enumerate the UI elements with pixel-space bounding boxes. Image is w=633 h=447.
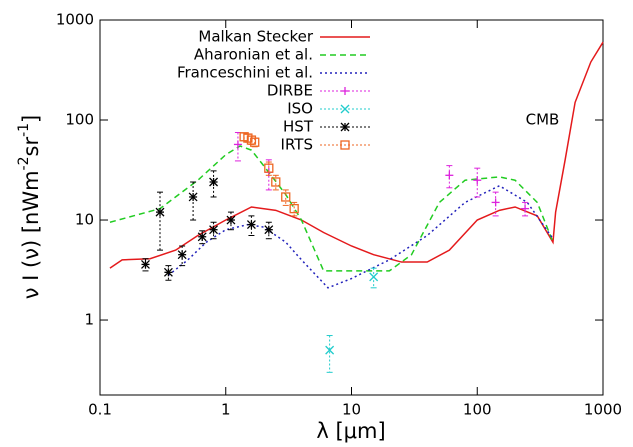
error-bar (156, 191, 163, 251)
data-point (155, 207, 165, 217)
error-bar (265, 161, 272, 176)
data-point (246, 220, 256, 230)
data-point (369, 272, 379, 282)
error-bar (474, 167, 481, 198)
y-axis-label-part: ] (19, 115, 43, 123)
legend-marker (340, 122, 350, 132)
marker-square (289, 203, 299, 214)
marker-stroke (141, 259, 150, 269)
error-bar (370, 267, 377, 289)
y-tick-label: 1000 (56, 11, 94, 29)
legend-label: Franceschini et al. (177, 64, 313, 82)
error-bar (272, 174, 279, 191)
marker-stroke (246, 220, 256, 230)
marker-stroke (197, 232, 207, 242)
y-tick-label: 10 (75, 211, 94, 229)
error-bar (446, 165, 453, 189)
marker-square (340, 140, 350, 150)
series-line (167, 184, 554, 289)
data-point (281, 192, 291, 202)
marker-stroke (209, 177, 219, 187)
marker-stroke (325, 345, 335, 355)
marker-stroke (188, 192, 198, 202)
y-axis-label: ν I (ν) [nWm-2sr-1] (16, 115, 43, 300)
series-line (109, 41, 604, 269)
legend-label: DIRBE (267, 82, 313, 100)
data-point (521, 204, 530, 213)
legend-marker (341, 87, 349, 95)
legend-label: HST (283, 118, 314, 136)
marker-square (281, 192, 291, 202)
x-tick-label: 1000 (584, 401, 622, 419)
marker-stroke (155, 207, 165, 217)
legend-label: IRTS (281, 136, 313, 154)
marker-stroke (177, 250, 187, 260)
y-axis-label-part: ν I (ν) [nWm (19, 170, 43, 299)
data-point (188, 192, 198, 202)
data-point (491, 198, 500, 207)
data-point (209, 225, 219, 235)
y-axis-label-part: sr (19, 137, 43, 157)
data-point (209, 177, 219, 187)
data-point (250, 137, 260, 147)
series-line (109, 145, 554, 272)
legend-marker (340, 140, 350, 150)
error-bar (265, 159, 272, 191)
marker-stroke (209, 225, 219, 235)
y-tick-label: 100 (65, 111, 94, 129)
marker-stroke (340, 122, 350, 132)
data-point (226, 215, 236, 225)
data-point (271, 177, 281, 187)
error-bar (492, 191, 499, 217)
data-point (141, 259, 150, 269)
error-bar (522, 201, 529, 217)
marker-stroke (226, 215, 236, 225)
annotation: CMB (526, 111, 560, 129)
legend-label: ISO (287, 100, 313, 118)
marker-stroke (264, 225, 274, 235)
legend-label: Aharonian et al. (194, 46, 313, 64)
legend-marker (340, 104, 350, 114)
marker-square (271, 177, 281, 187)
y-axis-label-part: -2 (16, 156, 32, 170)
data-point (246, 135, 257, 145)
x-tick-label: 100 (463, 401, 492, 419)
data-point (264, 225, 274, 235)
data-point (197, 232, 207, 242)
marker-square (264, 163, 274, 173)
error-bar (282, 189, 289, 206)
data-point (445, 171, 454, 180)
y-tick-label: 1 (84, 311, 94, 329)
marker-stroke (369, 272, 379, 282)
data-point (264, 163, 274, 173)
error-bar (291, 201, 298, 217)
error-bar (326, 335, 333, 373)
data-point (289, 203, 299, 214)
data-point (233, 140, 242, 149)
y-axis-label-part: -1 (16, 123, 32, 137)
marker-square (246, 135, 257, 145)
data-point (325, 345, 335, 355)
data-point (177, 250, 187, 260)
error-bar (248, 135, 255, 145)
data-point (473, 176, 482, 185)
error-bar (142, 258, 149, 272)
marker-stroke (163, 267, 173, 277)
marker-square (250, 137, 260, 147)
error-bar (251, 137, 258, 148)
error-bar (199, 230, 206, 245)
x-tick-label: 1 (221, 401, 231, 419)
x-tick-label: 0.1 (88, 401, 112, 419)
data-point (163, 267, 173, 277)
plot-frame (99, 19, 604, 396)
marker-stroke (340, 104, 350, 114)
legend-label: Malkan Stecker (198, 28, 313, 46)
x-tick-label: 10 (342, 401, 361, 419)
error-bar (190, 181, 197, 221)
x-axis-label: λ [μm] (316, 419, 385, 443)
error-bar (165, 265, 172, 281)
